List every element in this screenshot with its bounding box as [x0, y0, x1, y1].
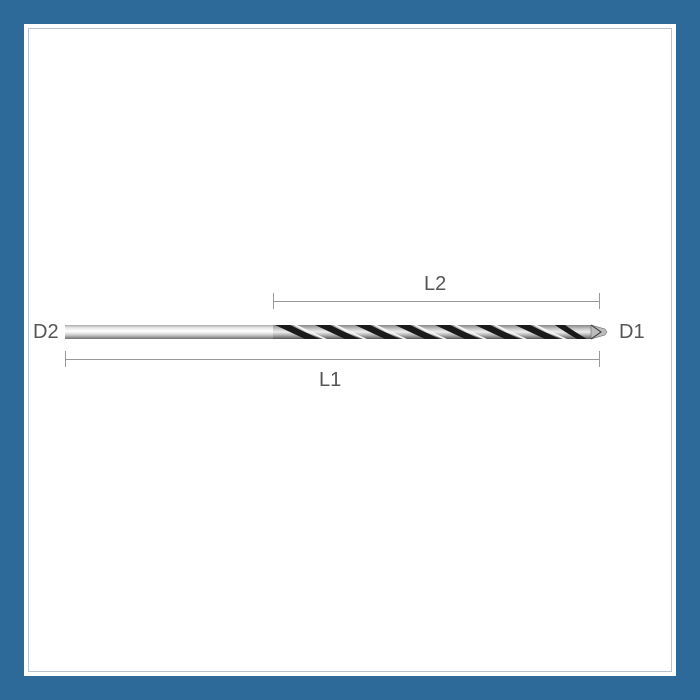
dim-l2-tick-right [599, 293, 600, 309]
diagram-area: L2 [29, 29, 671, 671]
drill-bit [65, 317, 625, 347]
label-d1: D1 [619, 321, 645, 344]
inner-frame: L2 [28, 28, 672, 672]
label-d2: D2 [33, 321, 59, 344]
dim-l1-line [65, 359, 599, 360]
dim-l2-line [273, 301, 599, 302]
label-l2: L2 [424, 273, 446, 296]
outer-frame: L2 [0, 0, 700, 700]
dim-l1-tick-right [599, 351, 600, 367]
label-l1: L1 [319, 369, 341, 392]
